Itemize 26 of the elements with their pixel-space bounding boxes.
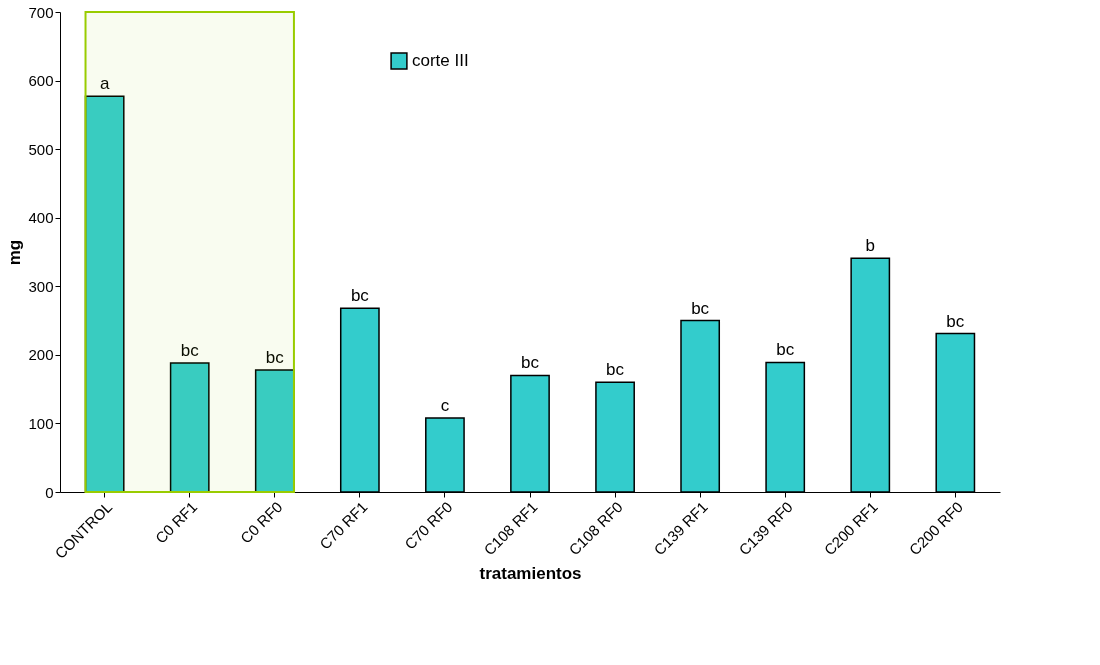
y-tick-label: 300 [28, 277, 54, 295]
data-label: bc [946, 311, 965, 331]
data-label: b [865, 236, 876, 256]
legend-label: corte III [412, 51, 469, 70]
x-tick-label: C0 RF0 [236, 498, 286, 547]
y-axis-title: mg [5, 239, 25, 266]
data-label: bc [606, 360, 625, 380]
data-label: bc [265, 347, 285, 367]
data-label: c [440, 395, 450, 415]
y-tick-label: 100 [28, 414, 54, 432]
y-tick-label: 500 [28, 140, 54, 158]
data-label: bc [350, 286, 370, 306]
y-tick-label: 700 [28, 3, 54, 21]
data-label: bc [180, 341, 200, 361]
data-label: bc [776, 340, 795, 360]
y-tick-label: 0 [45, 483, 54, 501]
data-label: bc [521, 353, 540, 373]
data-label: a [99, 74, 110, 94]
y-tick-label: 200 [28, 346, 54, 364]
x-tick-label: C70 RF0 [401, 498, 456, 553]
x-axis-title: tratamientos [479, 563, 582, 583]
x-tick-label: C70 RF1 [316, 498, 371, 553]
y-tick-label: 400 [28, 209, 54, 227]
y-tick-label: 600 [28, 72, 54, 90]
x-tick-label: C0 RF1 [151, 498, 201, 547]
data-label: bc [691, 298, 710, 318]
